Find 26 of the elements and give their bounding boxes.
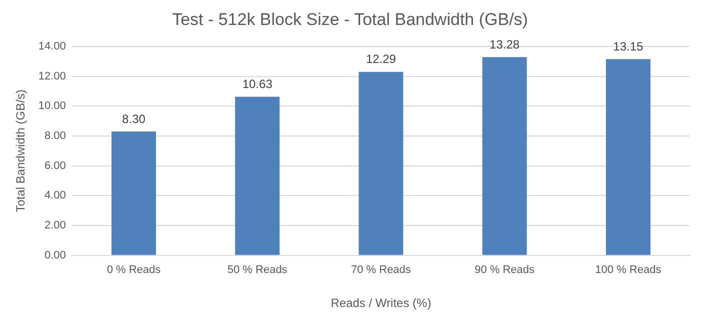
data-label: 10.63 [242,77,273,92]
y-tick-label: 0.00 [44,249,66,262]
x-tick-label: 0 % Reads [106,264,162,276]
x-axis-title: Reads / Writes (%) [330,296,432,310]
y-tick-label: 8.00 [44,130,66,142]
x-tick-label: 90 % Reads [474,264,536,276]
bar [111,131,156,255]
y-tick-label: 2.00 [44,220,66,232]
y-axis-title: Total Bandwidth (GB/s) [14,90,28,212]
data-label: 12.29 [366,52,396,66]
y-tick-label: 14.00 [38,40,66,52]
y-tick-label: 4.00 [44,190,66,202]
x-tick-label: 100 % Reads [595,264,662,276]
bar [358,72,404,255]
y-tick-label: 12.00 [38,70,66,82]
x-tick-label: 50 % Reads [227,264,288,276]
bar [482,57,527,255]
data-label: 8.30 [122,112,146,126]
bar [235,96,280,255]
x-tick-label: 70 % Reads [350,264,412,276]
bar [606,59,650,255]
y-tick-label: 6.00 [44,160,66,172]
chart-title: Test - 512k Block Size - Total Bandwidth (GB/s) [172,10,528,29]
data-label: 13.15 [613,39,644,54]
data-label: 13.28 [490,37,520,52]
y-tick-label: 10.00 [38,100,66,112]
